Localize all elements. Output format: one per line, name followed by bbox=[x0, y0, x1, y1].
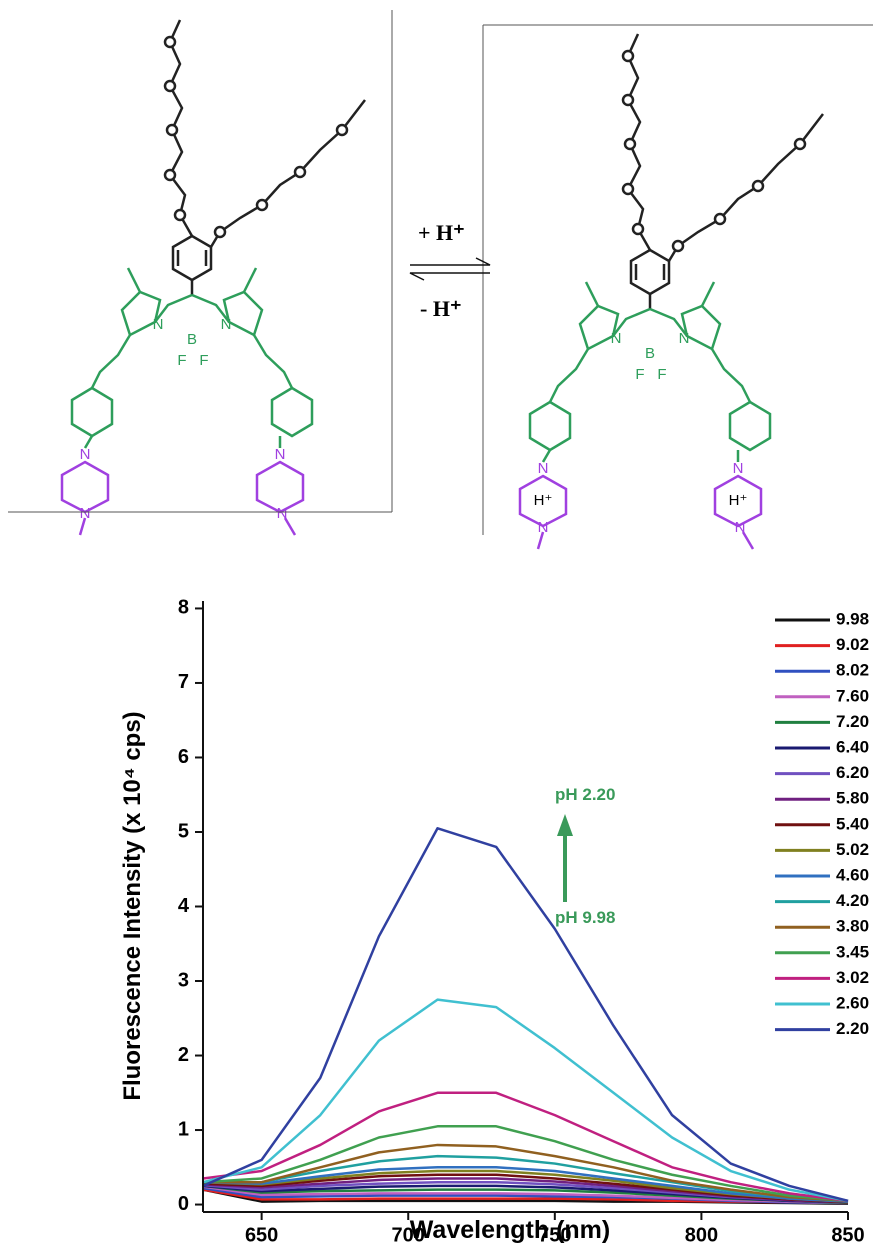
x-axis-title: Wavelength (nm) bbox=[410, 1216, 610, 1244]
atom: F bbox=[657, 366, 666, 383]
atom: F bbox=[635, 366, 644, 383]
legend-label: 3.80 bbox=[836, 917, 869, 936]
annotation: pH 2.20 bbox=[555, 785, 615, 804]
x-tick-label: 800 bbox=[685, 1224, 718, 1246]
structure bbox=[60, 18, 367, 537]
legend-label: 2.60 bbox=[836, 993, 869, 1012]
series-line bbox=[202, 1173, 849, 1204]
right-molecule: N N B F F N N N N H⁺ H⁺ bbox=[518, 32, 825, 551]
legend-label: 6.40 bbox=[836, 737, 869, 756]
y-tick-label: 8 bbox=[178, 597, 189, 619]
atom: N bbox=[221, 316, 232, 333]
frames bbox=[8, 10, 873, 535]
x-tick-label: 750 bbox=[538, 1224, 571, 1246]
y-tick-label: 3 bbox=[178, 969, 189, 991]
legend-label: 4.20 bbox=[836, 891, 869, 910]
legend-label: 5.40 bbox=[836, 814, 869, 833]
series-line bbox=[203, 1143, 849, 1203]
legend-label: 2.20 bbox=[836, 1019, 869, 1038]
series-line bbox=[202, 1091, 849, 1203]
y-axis-title: Fluorescence Intensity (x 10⁴ cps) bbox=[119, 711, 146, 1100]
label-bg bbox=[634, 332, 666, 382]
atom: B bbox=[645, 345, 655, 362]
left-molecule: N N B F F N N N N bbox=[60, 18, 367, 537]
proton: H⁺ bbox=[729, 492, 748, 509]
reaction-backward: - H⁺ bbox=[420, 296, 462, 321]
y-tick-label: 4 bbox=[178, 895, 190, 917]
atom: N bbox=[80, 446, 91, 463]
legend-label: 7.60 bbox=[836, 686, 869, 705]
series-line bbox=[202, 1125, 849, 1203]
arrowhead bbox=[557, 814, 573, 836]
atom: N bbox=[611, 330, 622, 347]
equilibrium-arrows bbox=[409, 257, 491, 281]
legend-label: 9.02 bbox=[836, 635, 869, 654]
y-tick-label: 1 bbox=[178, 1118, 189, 1140]
legend-label: 3.02 bbox=[836, 968, 869, 987]
atom: F bbox=[177, 352, 186, 369]
legend-label: 4.60 bbox=[836, 865, 869, 884]
legend-label: 6.20 bbox=[836, 763, 869, 782]
atom: N bbox=[277, 505, 288, 522]
atom: N bbox=[735, 519, 746, 536]
atom: N bbox=[275, 446, 286, 463]
series-line bbox=[202, 1185, 849, 1205]
legend-label: 3.45 bbox=[836, 942, 869, 961]
y-tick-label: 7 bbox=[178, 671, 189, 693]
x-tick-label: 700 bbox=[392, 1224, 425, 1246]
series-line bbox=[202, 827, 849, 1203]
annotation: pH 9.98 bbox=[555, 908, 615, 927]
proton: H⁺ bbox=[534, 492, 553, 509]
y-tick-label: 0 bbox=[178, 1193, 189, 1215]
legend-label: 7.20 bbox=[836, 712, 869, 731]
atom: B bbox=[187, 331, 197, 348]
atom: N bbox=[538, 460, 549, 477]
y-tick-label: 2 bbox=[178, 1044, 189, 1066]
legend-label: 8.02 bbox=[836, 661, 869, 680]
series-line bbox=[202, 998, 849, 1203]
y-tick-label: 5 bbox=[178, 820, 189, 842]
atom: N bbox=[80, 505, 91, 522]
legend-label: 5.80 bbox=[836, 789, 869, 808]
atom: F bbox=[199, 352, 208, 369]
atom: N bbox=[153, 316, 164, 333]
legend-label: 5.02 bbox=[836, 840, 869, 859]
y-tick-label: 6 bbox=[178, 746, 189, 768]
atom: N bbox=[679, 330, 690, 347]
x-tick-label: 850 bbox=[831, 1224, 864, 1246]
label-bg bbox=[176, 318, 208, 368]
structure bbox=[518, 32, 825, 551]
legend-label: 9.98 bbox=[836, 609, 869, 628]
x-tick-label: 650 bbox=[245, 1224, 278, 1246]
atom: N bbox=[733, 460, 744, 477]
series-line bbox=[202, 1166, 849, 1203]
atom: N bbox=[538, 519, 549, 536]
reaction-forward: + H⁺ bbox=[418, 220, 465, 245]
chart: 0 1 2 3 4 5 6 7 8 650 700 750 800 850 9.98 9.02 8.02 7.60… bbox=[178, 597, 869, 1247]
